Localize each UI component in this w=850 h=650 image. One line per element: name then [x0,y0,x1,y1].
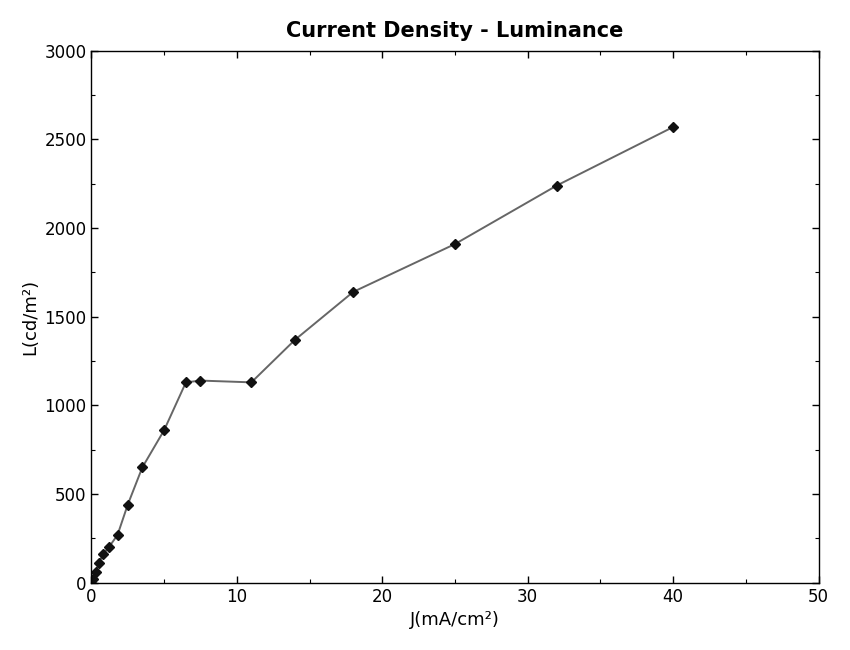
Title: Current Density - Luminance: Current Density - Luminance [286,21,624,41]
Y-axis label: L(cd/m²): L(cd/m²) [21,279,39,355]
X-axis label: J(mA/cm²): J(mA/cm²) [410,611,500,629]
